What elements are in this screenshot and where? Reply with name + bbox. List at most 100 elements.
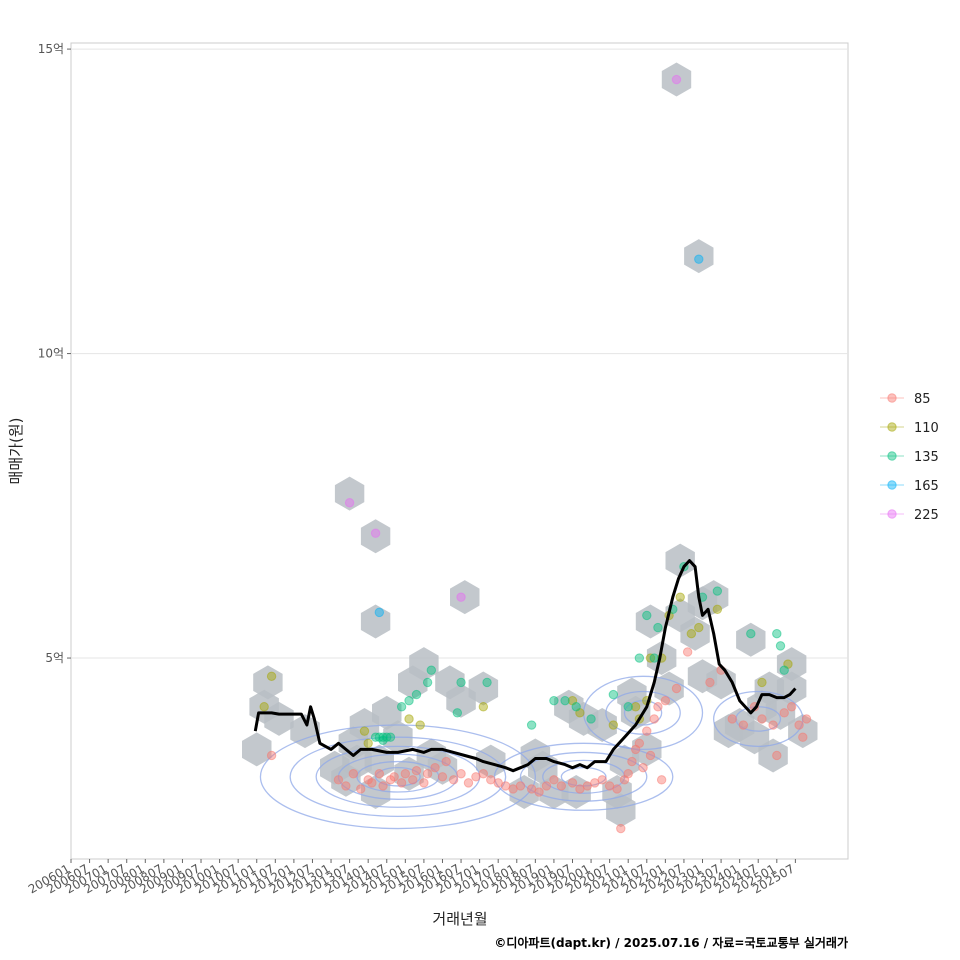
hexbin-22 xyxy=(446,683,476,718)
point-85-44 xyxy=(627,756,637,767)
point-85-29 xyxy=(515,781,526,791)
trend-line-layer xyxy=(253,559,797,773)
caption: ©디아파트(dapt.kr) / 2025.07.16 / 자료=국토교통부 실… xyxy=(494,935,848,950)
point-85-35 xyxy=(567,778,578,788)
point-135-17 xyxy=(571,702,581,712)
hexbin-43 xyxy=(654,671,684,706)
point-85-33 xyxy=(549,775,559,785)
hexbin-10 xyxy=(334,476,365,511)
point-110-6 xyxy=(478,702,489,712)
trend-line xyxy=(253,559,797,773)
point-85-51 xyxy=(649,714,659,724)
point-85-6 xyxy=(367,778,377,788)
point-135-22 xyxy=(642,610,652,621)
point-135-9 xyxy=(422,677,433,688)
density-contour-0-0 xyxy=(374,767,421,787)
point-85-18 xyxy=(437,772,448,782)
point-110-17 xyxy=(694,622,704,633)
density-contour-2-1 xyxy=(605,690,681,735)
point-135-16 xyxy=(560,695,570,706)
point-85-13 xyxy=(408,775,418,785)
legend-swatch-110 xyxy=(887,422,897,432)
point-135-19 xyxy=(608,689,619,700)
point-85-21 xyxy=(456,769,466,779)
point-85-63 xyxy=(772,750,782,761)
point-165-0 xyxy=(374,607,385,618)
legend-swatch-135 xyxy=(887,451,897,461)
point-225-2 xyxy=(456,592,466,602)
point-85-8 xyxy=(378,781,388,791)
point-85-47 xyxy=(638,762,648,773)
point-225-0 xyxy=(344,498,355,508)
point-85-1 xyxy=(333,775,344,785)
point-135-11 xyxy=(452,708,463,718)
x-axis: 2006012006072007012007072008012008072009… xyxy=(26,859,797,897)
point-85-22 xyxy=(463,778,474,788)
point-85-32 xyxy=(541,781,552,791)
point-135-30 xyxy=(772,628,782,639)
legend-label-165: 165 xyxy=(914,479,939,494)
density-contour-0-5 xyxy=(259,724,536,830)
point-85-19 xyxy=(441,756,451,767)
point-110-19 xyxy=(757,677,767,688)
density-contour-0-4 xyxy=(289,736,507,818)
point-85-50 xyxy=(616,823,626,834)
point-135-14 xyxy=(526,720,537,730)
point-135-12 xyxy=(456,677,466,688)
point-110-9 xyxy=(608,720,619,730)
hexbin-3 xyxy=(264,701,294,736)
y-axis: 5억 10억 15억 xyxy=(38,42,71,665)
point-110-2 xyxy=(359,726,370,736)
legend-label-135: 135 xyxy=(914,450,939,465)
hexbin-37 xyxy=(609,744,640,779)
point-110-4 xyxy=(404,714,414,724)
y-tick-label-5: 5억 xyxy=(45,651,64,665)
point-85-7 xyxy=(374,769,385,779)
point-135-29 xyxy=(746,628,756,639)
point-110-15 xyxy=(675,592,685,602)
point-110-3 xyxy=(363,738,373,748)
y-tick-label-10: 10억 xyxy=(38,347,64,361)
point-135-6 xyxy=(396,702,407,712)
point-85-4 xyxy=(356,784,366,794)
point-85-68 xyxy=(801,714,812,724)
point-135-21 xyxy=(634,653,645,663)
legend-label-225: 225 xyxy=(914,508,939,523)
hexbin-4 xyxy=(290,714,320,749)
hexbin-48 xyxy=(684,239,714,274)
point-135-5 xyxy=(378,735,388,745)
point-85-10 xyxy=(389,772,399,782)
density-contour-1-2 xyxy=(519,751,648,802)
point-85-56 xyxy=(705,677,715,688)
point-85-48 xyxy=(642,726,652,736)
point-85-31 xyxy=(534,787,544,797)
point-135-23 xyxy=(649,653,659,663)
point-135-32 xyxy=(779,665,789,675)
hexbin-0 xyxy=(242,732,272,767)
point-85-24 xyxy=(478,769,489,779)
point-110-18 xyxy=(712,604,723,615)
point-85-66 xyxy=(794,720,804,730)
y-axis-title: 매매가(원) xyxy=(7,418,25,485)
point-135-28 xyxy=(712,586,723,596)
point-85-49 xyxy=(645,750,656,761)
hexbin-44 xyxy=(661,62,692,97)
legend-label-85: 85 xyxy=(914,392,931,407)
point-135-18 xyxy=(586,714,596,724)
point-85-11 xyxy=(396,778,407,788)
point-85-61 xyxy=(757,714,767,724)
point-85-67 xyxy=(798,732,808,742)
density-contour-0-2 xyxy=(337,753,458,800)
scatter-points-layer xyxy=(259,74,812,834)
point-85-16 xyxy=(422,769,433,779)
point-85-62 xyxy=(768,720,778,730)
hexbin-18 xyxy=(409,647,439,682)
hexbin-8 xyxy=(349,708,380,742)
hexbin-13 xyxy=(372,695,402,730)
point-85-39 xyxy=(597,775,607,785)
legend-swatch-165 xyxy=(887,480,897,490)
hexbin-36 xyxy=(606,793,636,828)
point-85-46 xyxy=(634,738,645,748)
